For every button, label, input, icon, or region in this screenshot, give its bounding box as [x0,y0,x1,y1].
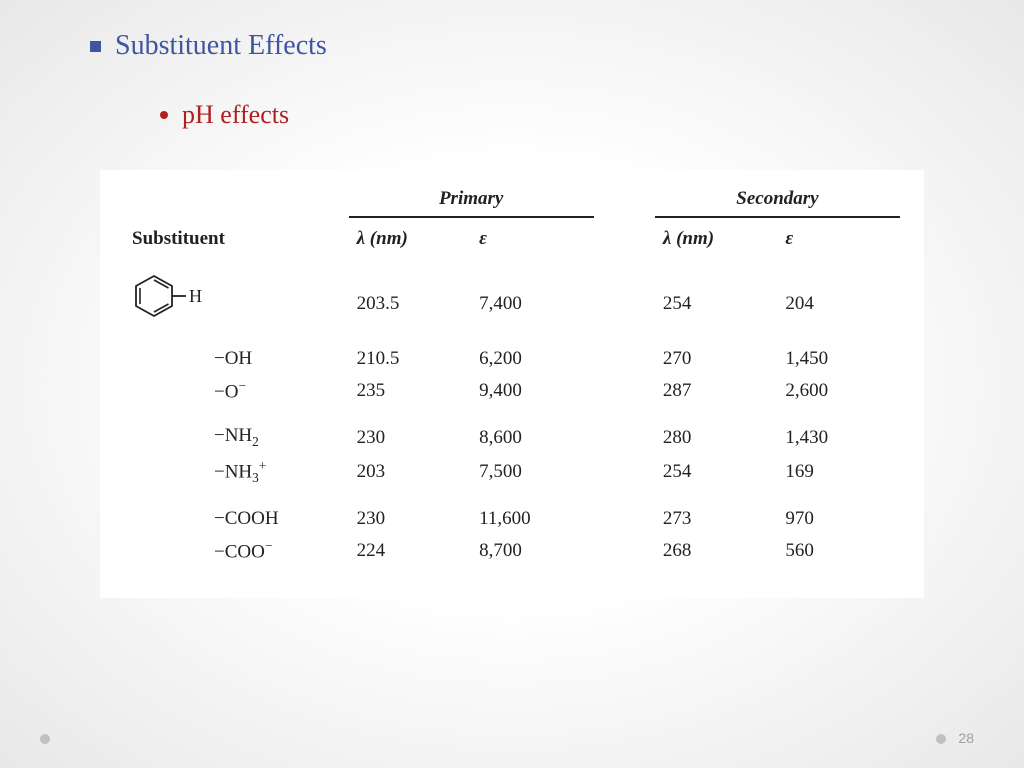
data-table-container: Primary Secondary Substituent λ (nm) ε λ… [100,170,924,598]
primary-epsilon-header: ε [479,228,487,249]
table-group-header-row: Primary Secondary [124,184,900,217]
slide-title: Substituent Effects [115,30,327,62]
slide-subtitle: pH effects [182,100,289,130]
substituent-table: Primary Secondary Substituent λ (nm) ε λ… [124,184,900,568]
primary-lambda-cell: 224 [349,534,472,567]
table-column-header-row: Substituent λ (nm) ε λ (nm) ε [124,217,900,264]
row-spacer [124,490,900,504]
slide: Substituent Effects pH effects Primary S… [0,0,1024,768]
table-row: H 203.57,400 254204 [124,264,900,344]
substituent-cell: −COOH [124,504,349,534]
substituent-cell: −O− [124,374,349,407]
secondary-epsilon-cell: 970 [777,504,900,534]
secondary-lambda-cell: 273 [655,504,778,534]
square-bullet-icon [90,41,101,52]
row-spacer [124,407,900,421]
table-row: −COOH23011,600 273970 [124,504,900,534]
title-line: Substituent Effects [90,30,964,62]
gap-cell [594,421,655,454]
substituent-cell: H [124,264,349,344]
table-row: −NH3+2037,500 254169 [124,454,900,490]
secondary-epsilon-cell: 1,430 [777,421,900,454]
secondary-group-header: Secondary [655,184,900,217]
secondary-epsilon-cell: 169 [777,454,900,490]
primary-epsilon-cell: 9,400 [471,374,594,407]
primary-lambda-cell: 230 [349,421,472,454]
primary-epsilon-cell: 6,200 [471,344,594,374]
gap-cell [594,504,655,534]
table-row: −COO−2248,700 268560 [124,534,900,567]
secondary-lambda-cell: 280 [655,421,778,454]
primary-lambda-cell: 230 [349,504,472,534]
primary-lambda-cell: 210.5 [349,344,472,374]
secondary-lambda-cell: 254 [655,264,778,344]
gap-cell [594,374,655,407]
substituent-cell: −NH3+ [124,454,349,490]
dot-bullet-icon [160,111,168,119]
secondary-lambda-cell: 270 [655,344,778,374]
primary-epsilon-cell: 11,600 [471,504,594,534]
secondary-epsilon-cell: 560 [777,534,900,567]
table-body: H 203.57,400254204−OH210.56,2002701,450−… [124,264,900,568]
primary-lambda-cell: 203.5 [349,264,472,344]
table-row: −O−2359,400 2872,600 [124,374,900,407]
secondary-epsilon-header: ε [785,228,793,249]
gap-cell [594,344,655,374]
primary-epsilon-cell: 8,700 [471,534,594,567]
primary-epsilon-cell: 8,600 [471,421,594,454]
subtitle-line: pH effects [160,100,964,130]
primary-lambda-cell: 235 [349,374,472,407]
benzene-ring-icon: H [134,272,204,336]
table-row: −OH210.56,200 2701,450 [124,344,900,374]
decorative-dot-icon [936,734,946,744]
page-number: 28 [958,730,974,746]
gap-cell [594,264,655,344]
substituent-cell: −OH [124,344,349,374]
decorative-dot-icon [40,734,50,744]
primary-group-header: Primary [349,184,594,217]
secondary-lambda-cell: 254 [655,454,778,490]
secondary-lambda-cell: 268 [655,534,778,567]
substituent-cell: −COO− [124,534,349,567]
secondary-epsilon-cell: 2,600 [777,374,900,407]
primary-epsilon-cell: 7,500 [471,454,594,490]
secondary-epsilon-cell: 204 [777,264,900,344]
gap-cell [594,454,655,490]
primary-epsilon-cell: 7,400 [471,264,594,344]
svg-text:H: H [189,286,202,306]
gap-cell [594,534,655,567]
primary-lambda-header: λ (nm) [357,228,408,249]
table-row: −NH22308,600 2801,430 [124,421,900,454]
substituent-cell: −NH2 [124,421,349,454]
secondary-lambda-header: λ (nm) [663,228,714,249]
secondary-epsilon-cell: 1,450 [777,344,900,374]
substituent-header: Substituent [124,217,349,264]
secondary-lambda-cell: 287 [655,374,778,407]
primary-lambda-cell: 203 [349,454,472,490]
